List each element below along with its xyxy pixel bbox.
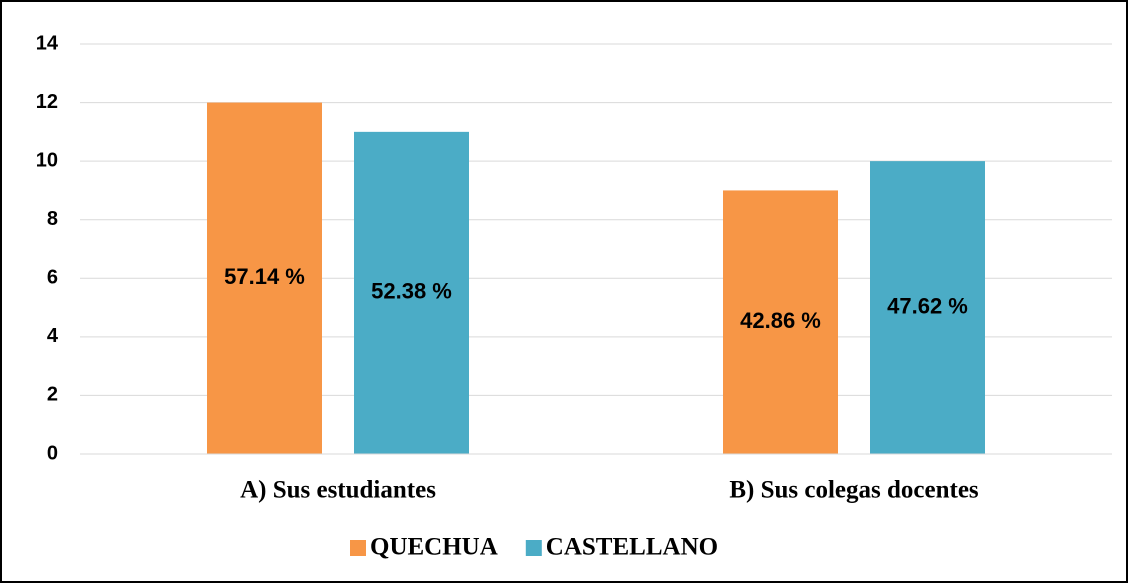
y-tick-label: 2: [47, 384, 58, 406]
y-tick-label: 14: [36, 32, 59, 54]
y-tick-label: 4: [47, 325, 59, 347]
data-label: 57.14 %: [224, 264, 305, 289]
x-tick-label: B) Sus colegas docentes: [729, 477, 979, 504]
legend-swatch: [525, 540, 542, 556]
data-label: 52.38 %: [371, 279, 452, 304]
bar: [870, 161, 985, 454]
legend-swatch: [350, 540, 366, 556]
y-tick-label: 6: [47, 267, 58, 289]
data-label: 47.62 %: [887, 293, 968, 318]
y-tick-label: 10: [36, 149, 58, 171]
y-tick-label: 12: [36, 91, 58, 113]
legend-label: QUECHUA: [370, 534, 498, 561]
data-label: 42.86 %: [740, 308, 821, 333]
legend-label: CASTELLANO: [546, 534, 718, 561]
y-tick-label: 0: [47, 442, 58, 464]
y-tick-label: 8: [47, 208, 58, 230]
bar: [354, 131, 469, 454]
bar: [207, 102, 322, 455]
bar: [723, 190, 838, 454]
x-tick-label: A) Sus estudiantes: [240, 477, 436, 504]
